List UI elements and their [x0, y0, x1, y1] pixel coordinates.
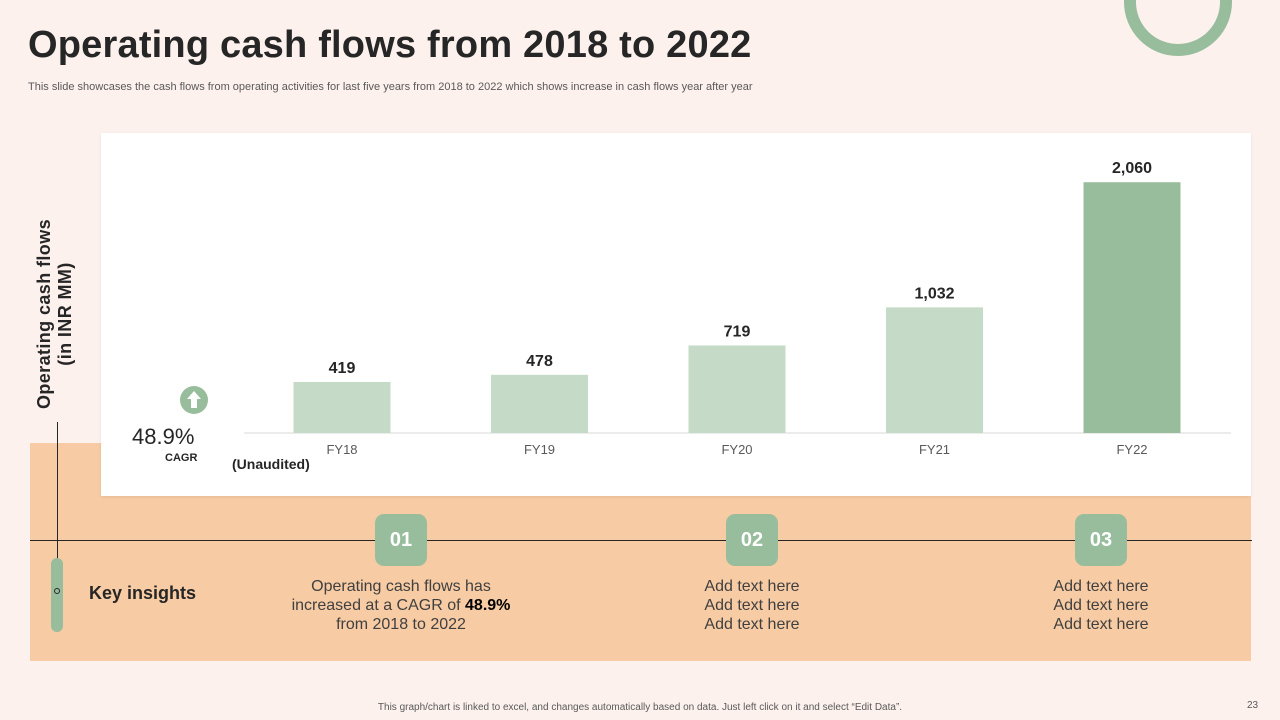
data-label-fy20: 719 — [724, 323, 751, 340]
data-label-fy21: 1,032 — [914, 285, 954, 302]
page-title: Operating cash flows from 2018 to 2022 — [28, 24, 752, 66]
insight-01-line2: increased at a CAGR of 48.9% — [271, 596, 531, 615]
chart-card[interactable]: 419 FY18 478 FY19 719 FY20 1,032 FY21 2,060 FY22 — [101, 133, 1251, 496]
data-label-fy18: 419 — [329, 360, 356, 377]
data-label-fy19: 478 — [526, 353, 553, 370]
x-tick-label-fy19: FY19 — [524, 442, 555, 457]
timeline-horizontal-line — [30, 540, 1252, 541]
thermometer-icon — [51, 558, 63, 632]
bar-chart: 419 FY18 478 FY19 719 FY20 1,032 FY21 2,060 FY22 — [244, 160, 1231, 457]
x-tick-label-fy21: FY21 — [919, 442, 950, 457]
insight-01-cagr-highlight: 48.9% — [465, 597, 511, 614]
bar-fy18 — [293, 381, 391, 433]
cagr-value: 48.9% — [132, 424, 195, 449]
insight-02-line1: Add text here — [704, 578, 800, 595]
y-axis-label: Operating cash flows (in INR MM) — [34, 204, 76, 424]
arrow-up-icon — [180, 386, 208, 414]
insight-03-line3: Add text here — [1053, 616, 1149, 633]
timeline-vertical-line — [57, 422, 58, 592]
insight-01-line2-text: increased at a CAGR of — [291, 597, 466, 614]
thermometer-dot-icon — [54, 588, 60, 594]
insight-badge-01: 01 — [375, 514, 427, 566]
y-axis-label-line2: (in INR MM) — [55, 262, 75, 366]
insight-02-line2: Add text here — [704, 597, 800, 614]
data-label-fy22: 2,060 — [1112, 160, 1152, 177]
bar-fy19 — [491, 374, 588, 433]
insight-text-01: Operating cash flows has increased at a … — [271, 577, 531, 634]
footer-note: This graph/chart is linked to excel, and… — [377, 702, 903, 713]
bar-fy21 — [886, 307, 983, 433]
y-axis-label-line1: Operating cash flows — [34, 218, 54, 410]
insight-01-line1: Operating cash flows has — [311, 578, 491, 595]
x-tick-label-fy20: FY20 — [721, 442, 752, 457]
page-number: 23 — [1247, 700, 1259, 711]
bar-fy20 — [688, 345, 786, 433]
unaudited-note: (Unaudited) — [232, 456, 310, 472]
insight-text-02: Add text here Add text here Add text her… — [622, 577, 882, 634]
insight-badge-02: 02 — [726, 514, 778, 566]
key-insights-heading: Key insights — [89, 583, 197, 603]
insight-03-line1: Add text here — [1053, 578, 1149, 595]
insight-01-line3: from 2018 to 2022 — [336, 616, 466, 633]
cagr-label: CAGR — [165, 452, 198, 464]
insight-text-03: Add text here Add text here Add text her… — [971, 577, 1231, 634]
bar-fy22 — [1083, 182, 1181, 433]
x-tick-label-fy18: FY18 — [326, 442, 357, 457]
insight-badge-03: 03 — [1075, 514, 1127, 566]
x-tick-label-fy22: FY22 — [1116, 442, 1147, 457]
insight-03-line2: Add text here — [1053, 597, 1149, 614]
insight-02-line3: Add text here — [704, 616, 800, 633]
page-subtitle: This slide showcases the cash flows from… — [28, 81, 753, 93]
decorative-ring — [1124, 0, 1232, 56]
